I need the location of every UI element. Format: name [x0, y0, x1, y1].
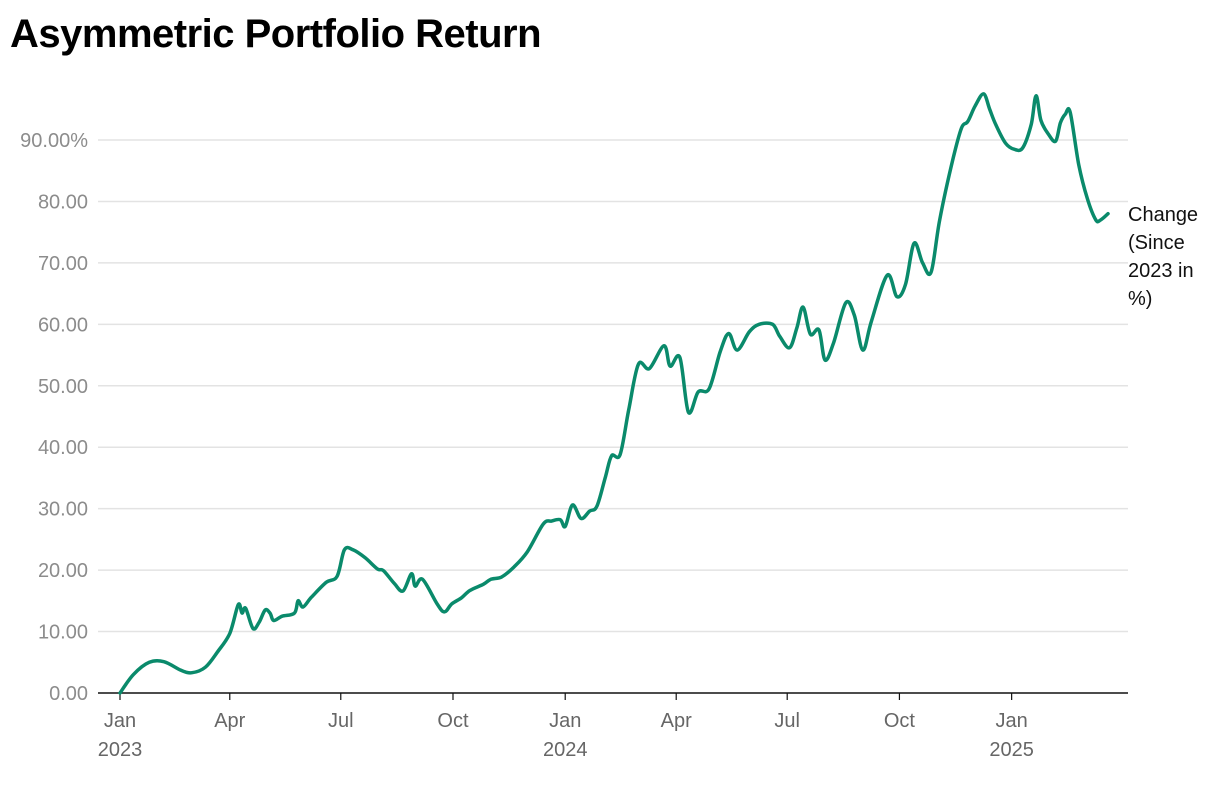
y-tick-label: 30.00: [38, 499, 88, 521]
y-axis-ticks: 0.00 10.00 20.00 30.00 40.00 50.00 60.00 70.00 8…: [20, 130, 88, 705]
x-tick-label: Apr: [214, 710, 245, 732]
x-tick-label: Jan: [996, 710, 1028, 732]
y-tick-label: 20.00: [38, 560, 88, 582]
series-line: [118, 92, 1110, 695]
x-tick-label: Jul: [328, 710, 354, 732]
x-tick-year-label: 2024: [543, 739, 588, 761]
x-tick-label: Jan: [549, 710, 581, 732]
gridlines: [98, 139, 1128, 633]
x-tick-year-label: 2025: [989, 739, 1034, 761]
y-tick-label: 90.00%: [20, 130, 88, 152]
x-tick-label: Jan: [104, 710, 136, 732]
x-axis-ticks: Jan 2023 Apr Jul Oct Jan 2024 Apr Jul Oct Jan 2025: [98, 693, 1034, 761]
x-tick-label: Apr: [661, 710, 692, 732]
y-tick-label: 0.00: [49, 683, 88, 705]
y-tick-label: 60.00: [38, 314, 88, 336]
series-labels: Change (Since 2023 in%): [1128, 204, 1198, 310]
x-tick-label: Oct: [884, 710, 916, 732]
y-tick-label: 70.00: [38, 253, 88, 275]
y-tick-label: 40.00: [38, 437, 88, 459]
x-tick-label: Oct: [437, 710, 469, 732]
series-lines: [118, 92, 1110, 695]
x-tick-year-label: 2023: [98, 739, 143, 761]
chart-title: Asymmetric Portfolio Return: [10, 12, 542, 56]
y-tick-label: 10.00: [38, 622, 88, 644]
y-tick-label: 50.00: [38, 376, 88, 398]
y-tick-label: 80.00: [38, 191, 88, 213]
x-tick-label: Jul: [774, 710, 800, 732]
series-label: Change (Since 2023 in%): [1128, 204, 1198, 310]
